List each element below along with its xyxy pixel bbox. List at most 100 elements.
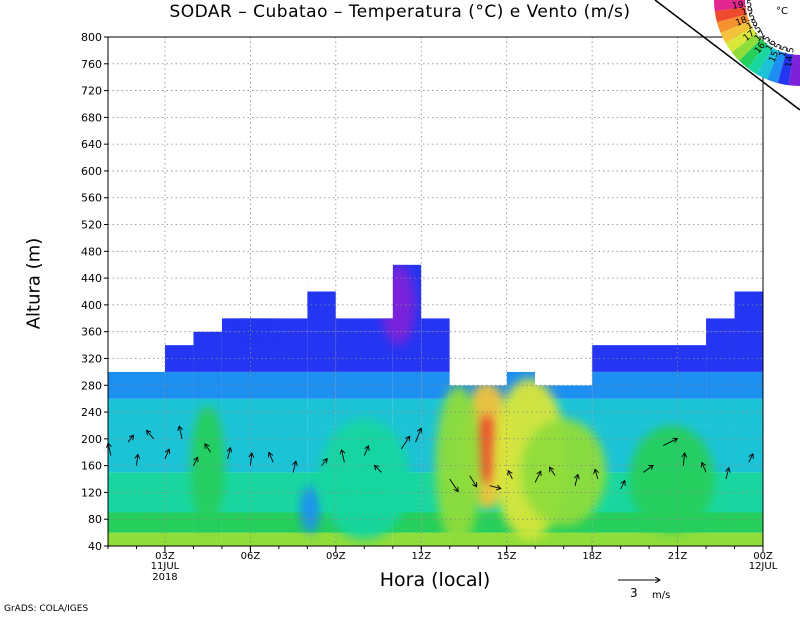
legend-level-label: 19.5 [732, 0, 753, 12]
x-tick-label: 09Z [326, 551, 346, 562]
wind-arrow [595, 469, 598, 480]
wind-arrow [193, 457, 197, 466]
wind-arrow [374, 465, 382, 473]
x-tick-label: 18Z [582, 551, 602, 562]
y-tick-label: 320 [81, 352, 102, 365]
no-data-region [734, 37, 763, 292]
wind-arrow [550, 467, 556, 476]
y-tick-label: 640 [81, 138, 102, 151]
no-data-region [193, 37, 222, 332]
temperature-feature [318, 418, 410, 540]
field-band [392, 512, 422, 533]
wind-arrow [363, 446, 368, 456]
legend-swatch [716, 14, 750, 33]
field-band [421, 318, 450, 332]
no-data-region [164, 37, 194, 346]
legend-swatch [757, 47, 779, 80]
field-band [421, 331, 450, 372]
plot-frame [107, 36, 764, 547]
field-band [734, 425, 763, 473]
wind-arrow [342, 450, 345, 463]
y-tick-label: 200 [81, 433, 102, 446]
wind-arrow [469, 475, 477, 487]
wind-arrow [508, 471, 513, 480]
y-tick-label: 480 [81, 245, 102, 258]
field-band [335, 371, 393, 399]
y-tick-label: 800 [81, 31, 102, 44]
field-band [592, 532, 707, 546]
no-data-region [449, 37, 507, 386]
no-data-region [592, 37, 707, 346]
x-tick-label: 06Z [241, 551, 261, 562]
y-tick-label: 80 [88, 513, 102, 526]
wind-scale-value: 3 [630, 586, 638, 600]
field-band [535, 532, 593, 546]
field-band [108, 532, 165, 546]
date-label: 12JUL [748, 561, 778, 572]
wind-arrow [400, 436, 409, 450]
no-data-region [706, 37, 735, 319]
field-band [421, 532, 450, 546]
y-tick-label: 280 [81, 379, 102, 392]
wind-arrow [415, 428, 422, 443]
legend-level-label: 15 [778, 45, 791, 59]
legend-swatch [714, 7, 747, 23]
legend-swatch [720, 21, 753, 43]
field-band [392, 532, 422, 546]
field-band [734, 331, 763, 372]
legend-swatch [731, 33, 762, 61]
field-band [392, 398, 422, 426]
field-band [164, 532, 194, 546]
no-data-region [421, 37, 450, 319]
legend-swatch [767, 50, 786, 84]
field-band [221, 512, 308, 533]
wind-arrow [269, 452, 274, 463]
legend-swatch [739, 38, 767, 69]
grads-credit: GrADS: COLA/IGES [4, 604, 89, 614]
legend-swatch [714, 0, 746, 12]
field-band [164, 472, 194, 513]
x-tick-label: 03Z [155, 551, 175, 562]
field-band [335, 318, 393, 332]
y-tick-label: 240 [81, 406, 102, 419]
wind-arrow [321, 459, 328, 466]
wind-arrow [449, 478, 458, 492]
wind-arrow [147, 430, 154, 440]
legend-swatch [725, 27, 757, 53]
field-band [193, 532, 222, 546]
wind-arrow [228, 448, 231, 460]
wind-arrow [293, 461, 296, 473]
chart-title: SODAR – Cubatao – Temperatura (°C) e Ven… [169, 2, 631, 22]
y-tick-label: 520 [81, 219, 102, 232]
no-data-region [392, 37, 422, 265]
x-tick-label: 12Z [411, 551, 431, 562]
y-tick-label: 40 [88, 540, 102, 553]
field-band [706, 318, 735, 332]
y-tick-label: 120 [81, 486, 102, 499]
field-band [734, 532, 763, 546]
x-axis-label: Hora (local) [379, 569, 491, 591]
no-data-region [506, 37, 536, 372]
field-band [706, 331, 735, 372]
temperature-feature [629, 425, 715, 533]
no-data-region [335, 37, 393, 319]
y-tick-label: 360 [81, 326, 102, 339]
legend-level-label: 19 [741, 6, 755, 19]
wind-arrow [250, 453, 251, 466]
field-band [307, 532, 336, 546]
wind-arrow [726, 468, 729, 480]
y-tick-label: 760 [81, 58, 102, 71]
field-band [421, 371, 450, 399]
field-band [164, 512, 194, 533]
wind-arrow [534, 471, 541, 483]
wind-arrow [127, 435, 134, 443]
y-axis-label: Altura (m) [23, 237, 45, 330]
field-band [335, 331, 393, 372]
field-band [108, 512, 165, 533]
field-band [193, 331, 222, 372]
y-tick-label: 600 [81, 165, 102, 178]
wind-arrow [205, 444, 211, 453]
field-band [221, 532, 308, 546]
wind-arrow [663, 439, 677, 446]
